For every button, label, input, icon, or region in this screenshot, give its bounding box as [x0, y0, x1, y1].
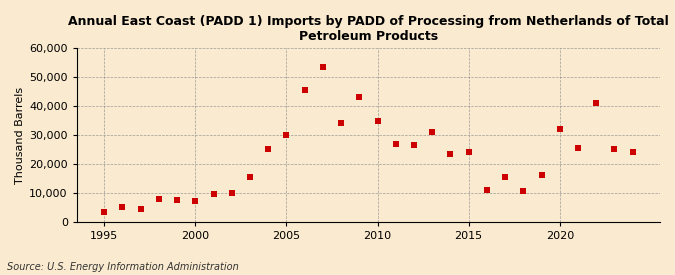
Point [299, 88, 310, 92]
Point [190, 199, 200, 204]
Title: Annual East Coast (PADD 1) Imports by PADD of Processing from Netherlands of Tot: Annual East Coast (PADD 1) Imports by PA… [68, 15, 669, 43]
Point [500, 175, 510, 179]
Point [445, 152, 456, 156]
Text: Source: U.S. Energy Information Administration: Source: U.S. Energy Information Administ… [7, 262, 238, 272]
Point [244, 175, 255, 179]
Point [135, 207, 146, 211]
Point [354, 95, 364, 100]
Point [627, 150, 638, 155]
Point [591, 101, 601, 105]
Point [226, 191, 237, 195]
Point [390, 142, 401, 146]
Point [408, 143, 419, 147]
Point [481, 188, 492, 192]
Point [609, 147, 620, 152]
Point [263, 147, 273, 152]
Point [463, 150, 474, 155]
Point [554, 127, 565, 131]
Point [335, 121, 346, 126]
Point [153, 196, 164, 201]
Point [427, 130, 437, 134]
Point [281, 133, 292, 137]
Point [99, 209, 109, 214]
Point [572, 146, 583, 150]
Point [117, 205, 128, 210]
Point [208, 192, 219, 196]
Point [317, 65, 328, 69]
Point [518, 189, 529, 194]
Point [372, 118, 383, 123]
Y-axis label: Thousand Barrels: Thousand Barrels [15, 86, 25, 184]
Point [536, 173, 547, 178]
Point [171, 198, 182, 202]
